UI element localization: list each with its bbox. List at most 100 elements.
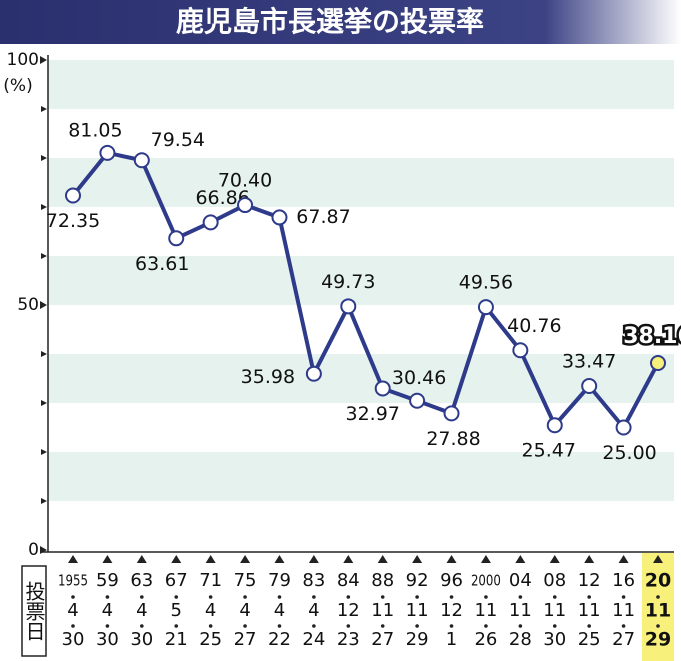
x-dot [552, 595, 557, 599]
marker [340, 298, 357, 315]
x-dot [484, 624, 488, 628]
x-day: 27 [371, 629, 394, 650]
x-tick [584, 555, 595, 563]
x-month: 11 [371, 600, 394, 621]
x-month: 12 [337, 600, 360, 621]
x-tick [274, 555, 285, 563]
x-year: 79 [268, 570, 291, 591]
marker [650, 355, 666, 372]
x-dot [621, 624, 626, 628]
band [48, 354, 674, 403]
data-label: 32.97 [346, 403, 400, 425]
marker [99, 144, 116, 161]
data-label: 35.98 [241, 366, 295, 388]
y-unit: (%) [3, 76, 32, 96]
y-minor-tick [41, 449, 47, 455]
x-tick [136, 555, 147, 563]
data-label: 40.76 [507, 315, 561, 337]
x-dot [621, 595, 626, 599]
x-dot [140, 595, 144, 599]
x-year: 92 [406, 570, 429, 591]
x-dot [243, 595, 247, 599]
marker [374, 380, 391, 397]
x-tick [549, 555, 560, 563]
x-day: 23 [337, 629, 360, 650]
highlight-column [642, 553, 674, 661]
x-dot [518, 624, 523, 628]
x-year: 67 [165, 570, 188, 591]
x-month: 11 [543, 600, 566, 621]
x-month: 4 [205, 600, 216, 621]
x-month: 11 [578, 600, 601, 621]
data-label: 70.40 [218, 170, 272, 192]
x-month: 4 [136, 600, 147, 621]
data-label: 33.47 [562, 350, 616, 372]
x-month: 4 [308, 600, 319, 621]
x-dot [518, 595, 523, 599]
marker [65, 187, 81, 204]
x-day: 25 [578, 629, 601, 650]
x-year: 84 [337, 570, 360, 591]
x-dot [208, 624, 213, 628]
data-label: 49.56 [459, 272, 513, 294]
x-dot [243, 624, 247, 628]
y-minor-tick [41, 204, 47, 210]
x-tick [618, 555, 629, 563]
x-year: 63 [130, 570, 153, 591]
y-tick [40, 301, 47, 309]
x-year: 20 [645, 570, 671, 592]
x-day: 30 [130, 629, 153, 650]
x-label-box [21, 565, 47, 657]
x-tick [446, 555, 457, 563]
marker [202, 214, 219, 231]
plot: 0 50 100 1955 4 30 59 4 30 63 4 30 67 5 21 71 4 25 75 4 27 79… [7, 50, 681, 661]
x-day: 1 [446, 629, 457, 650]
x-month: 4 [67, 600, 78, 621]
y-minor-tick [41, 253, 47, 259]
x-tick [515, 555, 526, 563]
data-label: 81.05 [68, 119, 122, 141]
data-label: 25.47 [522, 440, 576, 462]
series-line [71, 150, 660, 430]
x-day: 25 [199, 629, 222, 650]
x-month: 11 [406, 600, 429, 621]
x-dot [380, 595, 385, 599]
x-day: 29 [406, 629, 429, 650]
x-dot [552, 624, 557, 628]
x-dot [105, 624, 110, 628]
y-tick-label: 100 [7, 50, 39, 70]
marker [409, 392, 426, 409]
y-minor-tick [41, 155, 47, 161]
x-day: 28 [509, 629, 532, 650]
data-label: 72.35 [46, 210, 100, 232]
x-month: 4 [239, 600, 250, 621]
x-dot [415, 595, 419, 599]
x-year: 16 [612, 570, 635, 591]
x-dot [71, 624, 75, 628]
x-year: 08 [543, 570, 566, 591]
y-minor-tick [41, 351, 47, 357]
data-label: 49.73 [321, 271, 375, 293]
marker [271, 209, 288, 226]
x-dot [312, 624, 316, 628]
x-month: 11 [509, 600, 532, 621]
x-dot [415, 624, 419, 628]
x-dot [174, 624, 179, 628]
x-dot [346, 595, 351, 599]
x-tick [171, 555, 182, 563]
y-minor-tick [41, 400, 47, 406]
x-dot [380, 624, 385, 628]
x-month: 11 [645, 600, 671, 622]
x-day: 21 [165, 629, 188, 650]
x-tick [102, 555, 113, 563]
x-tick [480, 555, 491, 563]
x-tick [377, 555, 388, 563]
marker [305, 365, 322, 382]
x-dot [140, 624, 144, 628]
x-month: 11 [474, 600, 497, 621]
x-day: 22 [268, 629, 291, 650]
marker [477, 299, 494, 316]
data-label: 25.00 [602, 442, 656, 464]
x-day: 29 [645, 629, 671, 651]
